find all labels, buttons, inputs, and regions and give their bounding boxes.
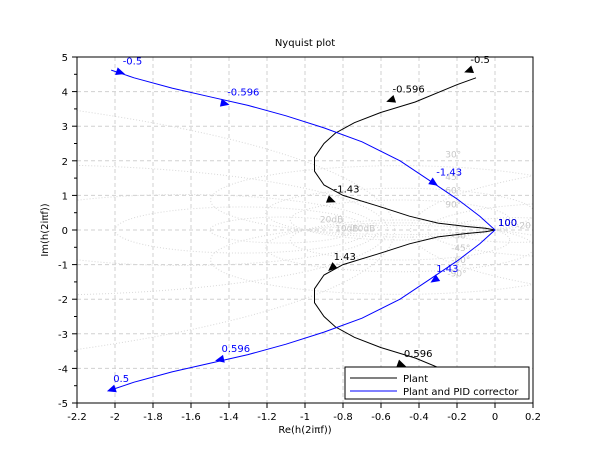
- data-label: 0.596: [222, 344, 251, 355]
- y-tick-label: 4: [62, 88, 68, 99]
- n-circle: [289, 199, 511, 241]
- y-tick-label: -4: [58, 364, 68, 375]
- legend-label-plant: Plant: [403, 374, 428, 385]
- x-tick-label: -1.6: [181, 412, 201, 423]
- data-label: -0.5: [123, 57, 143, 68]
- x-tick-label: 0: [492, 412, 498, 423]
- hall-group: [77, 110, 533, 350]
- data-label: 0.596: [404, 349, 433, 360]
- n-circle: [265, 222, 533, 273]
- series-arrow-1: [219, 98, 230, 107]
- tick-layer: -2.2 -2 -1.8 -1.6 -1.4 -1.2 -1 -0.8 -0.6 -0.4 -0.2…: [58, 53, 541, 423]
- m-circle: [209, 216, 353, 244]
- y-axis-title: Im(h(2iπf)): [40, 203, 51, 256]
- x-tick-label: -1: [300, 412, 310, 423]
- m-circle: [77, 164, 389, 296]
- x-tick-label: -0.6: [371, 412, 391, 423]
- y-tick-label: 1: [62, 191, 68, 202]
- legend-label-pid: Plant and PID corrector: [403, 387, 519, 398]
- data-label: -0.596: [393, 84, 425, 95]
- hall-grid-label: 10dB: [335, 225, 358, 235]
- m-circle: [427, 203, 533, 257]
- y-tick-label: -3: [58, 330, 68, 341]
- data-label: -1.43: [334, 185, 360, 196]
- m-circle: [448, 217, 533, 243]
- data-label: -1.43: [436, 167, 462, 178]
- data-label: -0.5: [470, 55, 490, 66]
- series-arrow-1: [430, 274, 441, 283]
- y-tick-label: -2: [58, 295, 68, 306]
- n-circle: [265, 187, 533, 238]
- data-label: -0.596: [227, 88, 259, 99]
- series-arrow-0: [325, 195, 336, 203]
- data-label: 1.43: [334, 252, 356, 263]
- data-label: 100: [498, 218, 517, 229]
- x-tick-label: 0.2: [525, 412, 541, 423]
- legend-box: [344, 366, 530, 400]
- x-tick-label: -1.2: [257, 412, 277, 423]
- series-arrow-0: [386, 95, 397, 103]
- x-tick-label: -0.4: [409, 412, 429, 423]
- x-axis-title: Re(h(2iπf)): [278, 425, 331, 436]
- hall-grid-label: 60°: [445, 187, 461, 197]
- hall-circles: 30° 45° 60° 90° -30° -45° -60° -90° 20dB10dB-10d…: [77, 110, 533, 350]
- data-label: 100: [498, 218, 517, 229]
- data-label: 1.43: [436, 264, 458, 275]
- series-arrow-1: [106, 384, 117, 393]
- hall-grid-label: -90°: [447, 270, 466, 280]
- series-arrow-0: [464, 65, 474, 74]
- y-tick-label: -5: [58, 399, 68, 410]
- chart-title: Nyquist plot: [275, 38, 335, 49]
- hall-grid-label: -30°: [451, 232, 470, 242]
- hall-grid-label: 20dB: [320, 215, 343, 225]
- y-tick-label: 0: [62, 226, 68, 237]
- y-tick-label: -1: [58, 261, 68, 272]
- legend: Plant Plant and PID corrector: [344, 366, 530, 400]
- y-tick-label: 5: [62, 53, 68, 64]
- series-layer: -1.43 -0.596 -0.5 1.43 0.596 100 1.43 0.596 0.5 -…: [106, 55, 517, 393]
- series-arrow-0: [396, 359, 407, 368]
- m-circle: [114, 206, 369, 254]
- y-tick-label: 3: [62, 122, 68, 133]
- x-tick-label: -1.4: [219, 412, 239, 423]
- series-line-1: [111, 69, 496, 391]
- x-tick-label: -2.2: [67, 412, 87, 423]
- series-arrow-1: [428, 177, 438, 186]
- hall-grid-label: -45°: [451, 244, 470, 254]
- series-arrow-1: [115, 67, 125, 75]
- data-label: 0.5: [113, 374, 129, 385]
- x-tick-label: -1.8: [143, 412, 163, 423]
- hall-grid-label: 90°: [445, 201, 461, 211]
- hall-grid-label: 45°: [445, 173, 461, 183]
- hall-grid-label: -10dB: [349, 225, 376, 235]
- x-tick-label: -0.8: [333, 412, 353, 423]
- m-circle: [77, 194, 379, 266]
- hall-grid-label: -20: [516, 221, 531, 231]
- hall-grid-label: 30°: [445, 150, 461, 160]
- series-arrow-1: [215, 354, 225, 363]
- x-tick-label: -2: [110, 412, 120, 423]
- hall-grid-label: -60°: [451, 256, 470, 266]
- x-tick-label: -0.2: [447, 412, 467, 423]
- series-arrow-0: [328, 262, 338, 271]
- n-circle: [289, 219, 511, 261]
- y-tick-label: 2: [62, 157, 68, 168]
